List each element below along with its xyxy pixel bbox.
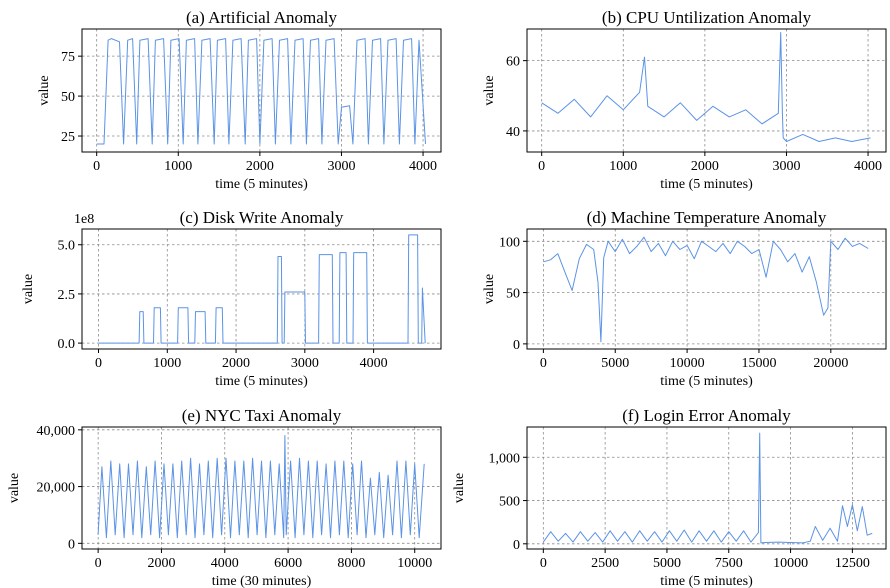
x-tick-label: 12500 — [835, 556, 870, 571]
y-tick-label: 25 — [61, 130, 75, 145]
y-tick-label: 0 — [68, 537, 75, 552]
plot-frame — [526, 426, 887, 550]
y-axis-label: value — [482, 75, 497, 105]
chart-title: (c) Disk Write Anomaly — [180, 208, 344, 227]
x-tick-label: 4000 — [409, 159, 437, 174]
x-tick-label: 3000 — [291, 356, 319, 371]
y-tick-label: 60 — [506, 55, 520, 70]
x-tick-label: 4000 — [854, 159, 882, 174]
y-tick-label: 2.5 — [58, 288, 76, 303]
plot-frame — [81, 28, 442, 153]
y-axis-label: value — [7, 473, 22, 503]
y-axis-label: value — [452, 473, 467, 503]
y-tick-label: 50 — [61, 90, 75, 105]
x-tick-label: 4000 — [360, 356, 388, 371]
chart-title: (b) CPU Untilization Anomaly — [602, 8, 812, 27]
series-line — [541, 32, 871, 142]
x-tick-label: 0 — [540, 556, 547, 571]
y-tick-label: 0 — [513, 538, 520, 553]
x-tick-label: 1000 — [609, 159, 637, 174]
y-tick-label: 0.0 — [58, 337, 76, 352]
y-tick-label: 0 — [513, 338, 520, 353]
x-tick-label: 10000 — [397, 556, 432, 571]
x-tick-label: 4000 — [211, 556, 239, 571]
chart-title: (f) Login Error Anomaly — [622, 406, 791, 425]
x-tick-label: 0 — [93, 159, 100, 174]
x-tick-label: 0 — [95, 556, 102, 571]
y-tick-label: 500 — [499, 495, 520, 510]
x-tick-label: 7500 — [715, 556, 743, 571]
y-tick-label: 100 — [499, 235, 520, 250]
x-tick-label: 20000 — [813, 356, 848, 371]
series-line — [97, 435, 425, 539]
chart-panel-3: 0 5000 10000 15000 20000 0 50 100 (d) Machine Te… — [482, 208, 887, 389]
x-tick-label: 2000 — [222, 356, 250, 371]
x-axis-label: time (5 minutes) — [660, 374, 753, 389]
y-tick-label: 5.0 — [58, 239, 76, 254]
y-tick-label: 75 — [61, 50, 75, 65]
x-tick-label: 8000 — [337, 556, 365, 571]
y-tick-label: 40,000 — [37, 424, 76, 439]
y-tick-label: 40 — [506, 125, 520, 140]
x-tick-label: 15000 — [741, 356, 776, 371]
x-tick-label: 0 — [538, 159, 545, 174]
x-axis-label: time (5 minutes) — [660, 574, 753, 588]
x-tick-label: 1000 — [153, 356, 181, 371]
chart-panel-5: 0 2500 5000 7500 10000 12500 0 500 1,000 (f) Logi… — [452, 406, 887, 588]
plot-frame — [81, 228, 442, 350]
chart-panel-4: 0 2000 4000 6000 8000 10000 0 20,000 40,000 (e) N… — [7, 406, 442, 588]
x-tick-label: 5000 — [601, 356, 629, 371]
x-axis-label: time (5 minutes) — [215, 177, 308, 192]
series-line — [98, 234, 426, 344]
x-tick-label: 10000 — [670, 356, 705, 371]
y-axis-label: value — [21, 274, 36, 304]
y-tick-label: 50 — [506, 287, 520, 302]
x-tick-label: 2500 — [591, 556, 619, 571]
y-tick-label: 20,000 — [37, 481, 76, 496]
x-axis-label: time (5 minutes) — [215, 374, 308, 389]
plot-frame — [526, 28, 887, 153]
chart-title: (e) NYC Taxi Anomaly — [182, 406, 342, 425]
chart-title: (d) Machine Temperature Anomaly — [587, 208, 827, 227]
x-tick-label: 0 — [540, 356, 547, 371]
series-line — [96, 38, 426, 145]
chart-title: (a) Artificial Anomaly — [186, 8, 338, 27]
x-tick-label: 2000 — [246, 159, 274, 174]
plot-frame — [526, 228, 887, 350]
y-tick-label: 1,000 — [489, 451, 521, 466]
x-axis-label: time (5 minutes) — [660, 177, 753, 192]
x-tick-label: 5000 — [653, 556, 681, 571]
x-axis-label: time (30 minutes) — [212, 574, 312, 588]
chart-panel-2: 0 1000 2000 3000 4000 0.0 2.5 5.0 (c) Disk Write… — [21, 208, 442, 389]
x-tick-label: 6000 — [274, 556, 302, 571]
x-tick-label: 2000 — [147, 556, 175, 571]
y-axis-label: value — [37, 75, 52, 105]
x-tick-label: 1000 — [164, 159, 192, 174]
plot-frame — [81, 426, 442, 550]
x-tick-label: 10000 — [773, 556, 808, 571]
chart-panel-0: 0 1000 2000 3000 4000 25 50 75 (a) Artificial An… — [37, 8, 442, 192]
chart-panel-1: 0 1000 2000 3000 4000 40 60 (b) CPU Untilizatio… — [482, 8, 887, 192]
series-line — [542, 432, 873, 544]
x-tick-label: 3000 — [772, 159, 800, 174]
series-line — [543, 236, 869, 343]
axis-scale-note: 1e8 — [74, 212, 94, 227]
x-tick-label: 3000 — [327, 159, 355, 174]
y-axis-label: value — [482, 274, 497, 304]
x-tick-label: 0 — [95, 356, 102, 371]
x-tick-label: 2000 — [691, 159, 719, 174]
